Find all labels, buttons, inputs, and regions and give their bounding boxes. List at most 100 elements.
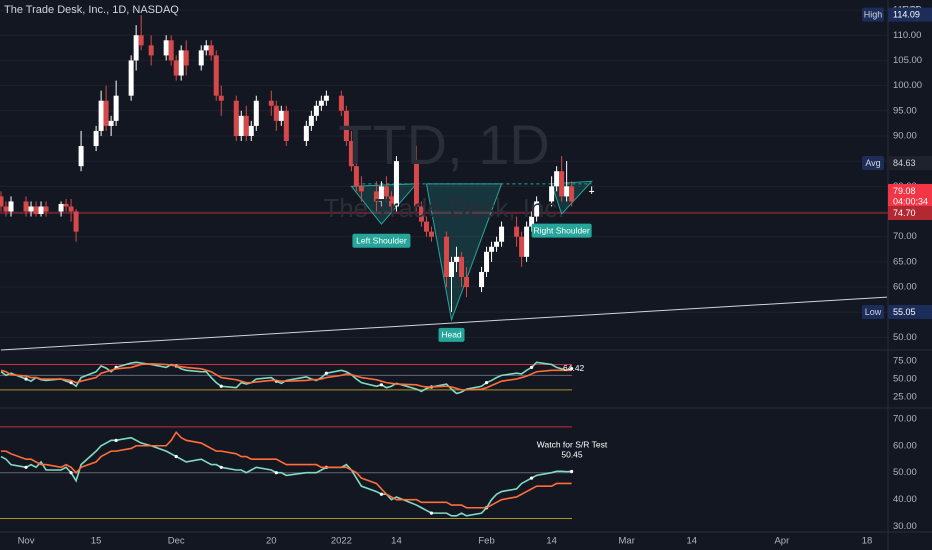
osc1-point (529, 365, 534, 369)
candle (93, 125, 99, 152)
candle-body-down (353, 166, 359, 187)
candle (313, 100, 319, 121)
candle-body-up (318, 100, 324, 106)
candle-body-up (198, 50, 204, 66)
candle-body-down (103, 100, 109, 126)
candle-body-up (38, 206, 44, 215)
candle (8, 196, 14, 217)
osc2-orange-series (1, 430, 572, 509)
low-tag-value-box (888, 304, 932, 319)
candle-body-down (218, 95, 224, 101)
avg-tag-label-box (862, 156, 884, 171)
time-axis-label: 20 (266, 536, 277, 547)
left-shoulder-label-box (352, 233, 411, 248)
candle (449, 256, 455, 312)
candle-body-down (208, 45, 214, 56)
time-axis-label: Nov (18, 536, 35, 547)
osc1-point (324, 371, 328, 375)
candle-body-down (183, 50, 189, 66)
high-tag-label: High (864, 10, 883, 20)
price-tick-label: 50.00 (893, 332, 917, 343)
candle-body-up (128, 60, 134, 96)
candle (73, 208, 79, 242)
candle (589, 186, 595, 194)
osc1-orange-series (0, 362, 572, 391)
candle (428, 226, 434, 242)
time-axis-label: Feb (478, 536, 494, 547)
candle-body-up (554, 171, 560, 187)
candle (68, 198, 74, 222)
candle-body-down (3, 206, 9, 212)
candle-body-down (138, 35, 144, 46)
candle (494, 236, 500, 252)
candle (198, 45, 204, 71)
candle (178, 45, 184, 81)
osc2-point (429, 511, 434, 515)
candle-body-down (348, 141, 354, 167)
level-tag-value: 74.70 (893, 208, 916, 218)
candle (213, 50, 219, 101)
candle-body-down (233, 100, 239, 136)
candle (133, 25, 139, 71)
candle-body-down (559, 171, 565, 197)
price-tick-label: 90.00 (893, 130, 917, 141)
candle (108, 115, 114, 136)
candle (454, 246, 460, 272)
osc2-point (529, 476, 534, 480)
osc1-tick-label: 50.00 (893, 374, 917, 385)
candle-body-down (338, 95, 344, 111)
candle-body-up (494, 241, 500, 247)
candle (524, 221, 530, 262)
candle-body-up (449, 261, 455, 277)
time-axis-label: Apr (774, 536, 789, 547)
candle (338, 90, 344, 116)
price-tick-label: 110.00 (893, 30, 921, 41)
candle-body-up (93, 130, 99, 147)
candle (78, 130, 84, 172)
candle-body-up (549, 186, 555, 202)
candle-body-up (454, 256, 460, 262)
left-shoulder-triangle (350, 183, 418, 225)
candle-body-up (524, 226, 530, 257)
osc2-tick-label: 50.00 (893, 467, 917, 478)
candle-body-up (308, 115, 314, 126)
candle-body-up (303, 125, 309, 142)
candle (393, 156, 399, 212)
candle-body-up (253, 100, 259, 126)
price-tick-label: 100.00 (893, 80, 922, 91)
candle (233, 95, 239, 142)
time-axis-label: Dec (168, 536, 185, 547)
time-axis-label: 14 (391, 536, 402, 547)
osc1-tick-label: 75.00 (893, 355, 917, 366)
candle (303, 120, 309, 147)
time-axis-label: 18 (862, 536, 873, 547)
time-axis-label: 14 (546, 536, 557, 547)
candle-body-down (413, 161, 419, 207)
osc2-point (69, 471, 73, 475)
candle-body-down (283, 110, 289, 142)
candle-body-down (373, 191, 379, 202)
low-tag-value: 55.05 (893, 307, 916, 317)
candle (383, 176, 389, 202)
osc2-point (174, 454, 178, 459)
candle-body-up (529, 216, 535, 227)
candle-body-up (378, 186, 384, 202)
candle (38, 201, 44, 217)
candle-body-up (313, 105, 319, 116)
osc2-point (274, 471, 278, 475)
candle (28, 201, 34, 217)
candle (378, 181, 384, 207)
candle (103, 85, 109, 131)
candle-body-up (499, 226, 505, 242)
candle (3, 201, 9, 217)
sr-test-value: 50.45 (561, 450, 583, 460)
sr-test-annotation: Watch for S/R Test (537, 440, 608, 450)
symbol-title[interactable]: The Trade Desk, Inc., 1D, NASDAQ (4, 4, 179, 16)
osc1-point (379, 383, 384, 387)
candle-body-down (343, 110, 349, 142)
candle (549, 176, 555, 207)
candle (273, 100, 279, 131)
low-tag-label: Low (865, 307, 882, 317)
candle (564, 161, 570, 202)
